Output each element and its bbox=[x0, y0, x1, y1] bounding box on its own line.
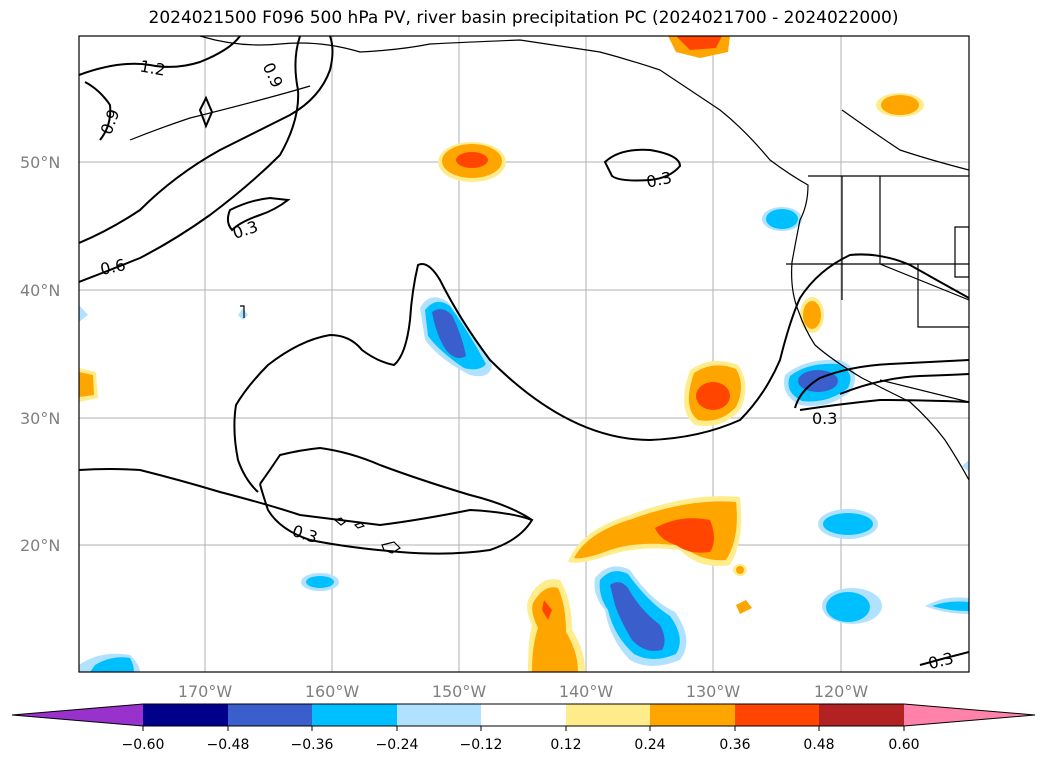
lon-label: 140°W bbox=[559, 682, 614, 701]
colorbar-tick-label: 0.60 bbox=[888, 737, 919, 753]
lon-label: 150°W bbox=[432, 682, 487, 701]
map-frame bbox=[78, 35, 970, 673]
colorbar-segment bbox=[143, 704, 228, 726]
colorbar-segment bbox=[650, 704, 735, 726]
lat-label: 50°N bbox=[20, 153, 60, 172]
colorbar-segment bbox=[397, 704, 481, 726]
gridlines bbox=[79, 36, 969, 672]
colorbar-tick-label: −0.24 bbox=[376, 737, 419, 753]
colorbar-tick-label: 0.36 bbox=[719, 737, 750, 753]
contour-label: 0.6 bbox=[98, 255, 127, 279]
lon-label: 170°W bbox=[178, 682, 233, 701]
contour-label: 0.3 bbox=[926, 648, 955, 673]
lon-label: 120°W bbox=[814, 682, 869, 701]
colorbar: −0.60 −0.48 −0.36 −0.24 −0.12 0.12 0.24 … bbox=[11, 703, 1036, 753]
colorbar-segment bbox=[312, 704, 397, 726]
lat-label: 30°N bbox=[20, 409, 60, 428]
contour-label: 1.2 bbox=[138, 57, 166, 80]
colorbar-segment bbox=[735, 704, 819, 726]
colorbar-extend-high bbox=[904, 704, 1035, 726]
contour-label: 0.3 bbox=[812, 409, 837, 428]
colorbar-tick-label: −0.48 bbox=[207, 737, 250, 753]
colorbar-tick-label: −0.60 bbox=[122, 737, 165, 753]
colorbar-tick-label: 0.24 bbox=[634, 737, 665, 753]
map-title: 2024021500 F096 500 hPa PV, river basin … bbox=[148, 8, 899, 28]
lat-axis: 50°N 40°N 30°N 20°N bbox=[20, 153, 60, 555]
contour-labels: 1.2 0.9 0.9 0.6 0.3 0.3 0.3 0.3 0.3 bbox=[97, 57, 956, 673]
colorbar-tick-label: −0.36 bbox=[291, 737, 334, 753]
lon-label: 160°W bbox=[305, 682, 360, 701]
lon-axis: 170°W 160°W 150°W 140°W 130°W 120°W bbox=[178, 682, 869, 701]
colorbar-segment bbox=[481, 704, 566, 726]
coastlines bbox=[129, 36, 969, 554]
colorbar-segment bbox=[566, 704, 650, 726]
colorbar-extend-low bbox=[12, 704, 143, 726]
pv-contours bbox=[79, 36, 969, 666]
colorbar-segment bbox=[819, 704, 904, 726]
lat-label: 40°N bbox=[20, 281, 60, 300]
colorbar-tick-label: 0.48 bbox=[803, 737, 834, 753]
contour-label: 0.3 bbox=[645, 168, 674, 192]
colorbar-tick-label: 0.12 bbox=[550, 737, 581, 753]
precip-shading bbox=[79, 36, 969, 672]
lat-label: 20°N bbox=[20, 536, 60, 555]
colorbar-ticks bbox=[142, 726, 905, 731]
lon-label: 130°W bbox=[686, 682, 741, 701]
map-panel bbox=[79, 36, 969, 672]
colorbar-tick-label: −0.12 bbox=[460, 737, 503, 753]
colorbar-segment bbox=[228, 704, 312, 726]
